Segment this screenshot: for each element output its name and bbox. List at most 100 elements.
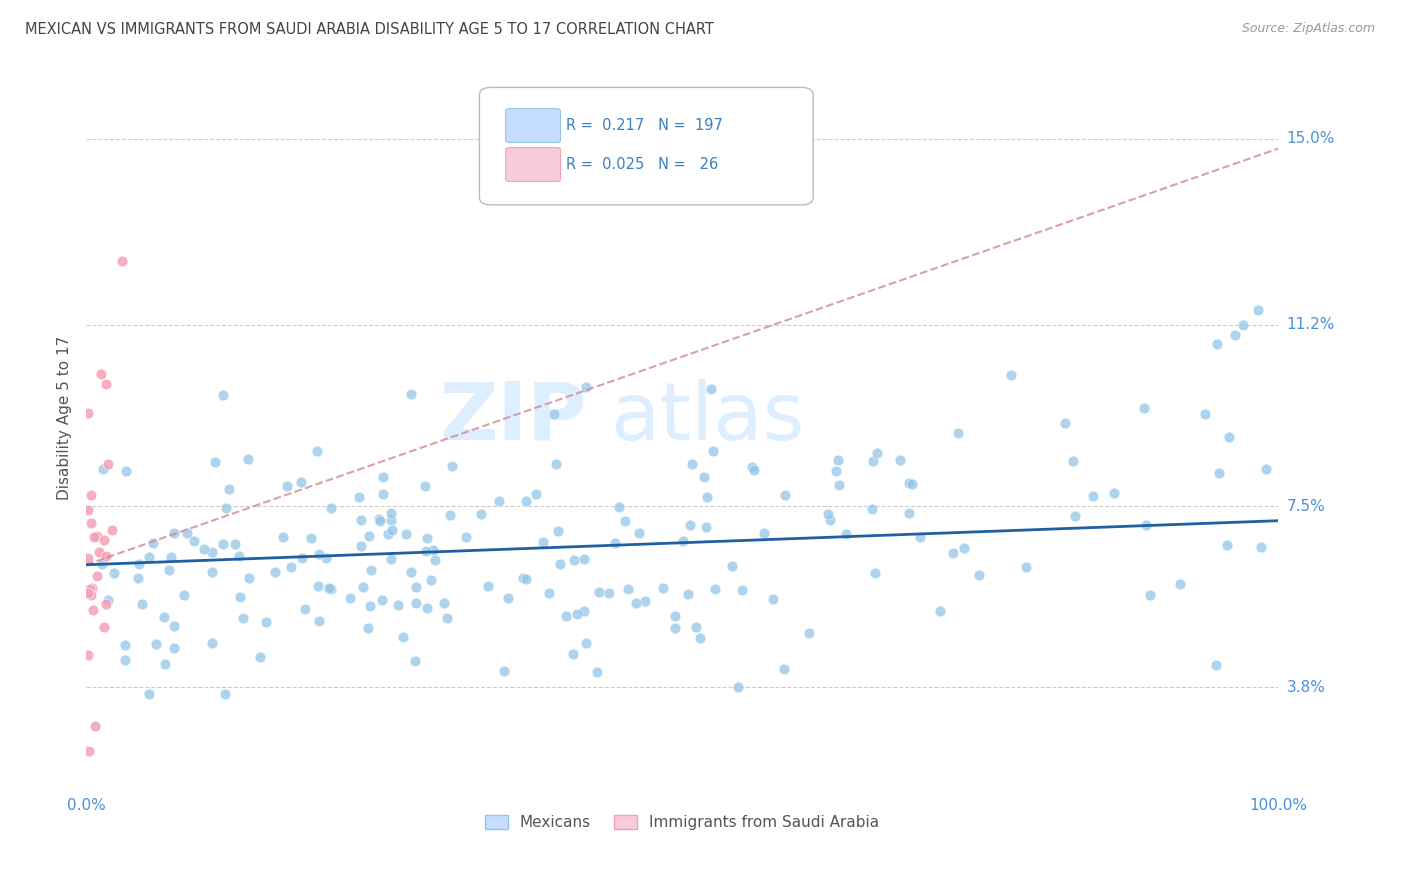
Point [395,527,418,541]
Point [1139,588,1161,602]
Point [91,461,114,475]
Point [77,406,100,420]
Point [299,531,322,545]
Point [87,545,110,559]
Point [193,541,215,556]
Point [114,653,136,667]
Point [897,506,920,520]
Point [1102,485,1125,500]
Point [1256,462,1278,476]
Point [294,601,316,615]
Point [200,635,222,649]
Point [401,565,423,579]
Point [86,569,108,583]
Point [201,565,224,579]
Point [689,631,711,645]
Point [380,513,402,527]
Point [731,582,754,597]
Point [236,452,259,467]
Point [967,567,990,582]
Point [470,507,492,521]
Point [953,541,976,555]
Point [1135,518,1157,533]
Point [232,611,254,625]
Point [1081,489,1104,503]
Point [415,543,437,558]
Point [77,648,100,662]
Point [276,479,298,493]
Point [77,744,100,758]
Point [547,524,569,538]
Point [318,581,340,595]
Point [94,549,117,564]
Point [381,523,404,537]
Point [586,665,609,680]
Point [91,557,114,571]
Text: 15.0%: 15.0% [1286,131,1334,146]
Text: R =  0.025   N =   26: R = 0.025 N = 26 [567,157,718,172]
Point [238,570,260,584]
Point [83,530,105,544]
Point [627,526,650,541]
Point [664,621,686,635]
Point [271,530,294,544]
Point [1247,303,1270,318]
Point [929,604,952,618]
Point [1000,368,1022,383]
Point [681,457,703,471]
Point [614,514,637,528]
Point [153,609,176,624]
Point [405,580,427,594]
Point [555,608,578,623]
Point [436,611,458,625]
FancyBboxPatch shape [506,109,561,143]
Point [588,585,610,599]
Point [1168,576,1191,591]
Point [160,549,183,564]
Point [90,367,112,381]
Point [1053,416,1076,430]
Point [218,482,240,496]
Point [138,687,160,701]
Point [634,594,657,608]
Point [652,582,675,596]
Point [1063,508,1085,523]
Point [1250,541,1272,555]
Text: 11.2%: 11.2% [1286,318,1334,333]
Point [488,493,510,508]
Point [537,586,560,600]
Point [562,553,585,567]
Point [173,588,195,602]
Point [391,630,413,644]
Point [387,598,409,612]
Point [742,463,765,477]
Point [94,376,117,391]
Point [93,620,115,634]
Point [860,502,883,516]
Point [727,680,749,694]
Text: Source: ZipAtlas.com: Source: ZipAtlas.com [1241,22,1375,36]
Text: ZIP: ZIP [440,379,586,457]
Point [901,476,924,491]
Point [368,512,391,526]
Point [127,571,149,585]
Point [228,591,250,605]
Point [598,586,620,600]
Point [93,533,115,548]
Point [176,526,198,541]
Point [80,516,103,530]
Point [664,609,686,624]
Point [370,514,392,528]
Point [1216,538,1239,552]
Point [82,603,104,617]
Point [672,533,695,548]
Point [145,637,167,651]
Point [574,552,596,566]
Point [128,557,150,571]
Point [77,586,100,600]
Text: MEXICAN VS IMMIGRANTS FROM SAUDI ARABIA DISABILITY AGE 5 TO 17 CORRELATION CHART: MEXICAN VS IMMIGRANTS FROM SAUDI ARABIA … [25,22,714,37]
Point [401,386,423,401]
Point [946,425,969,440]
Point [1232,318,1254,332]
Point [817,507,839,521]
